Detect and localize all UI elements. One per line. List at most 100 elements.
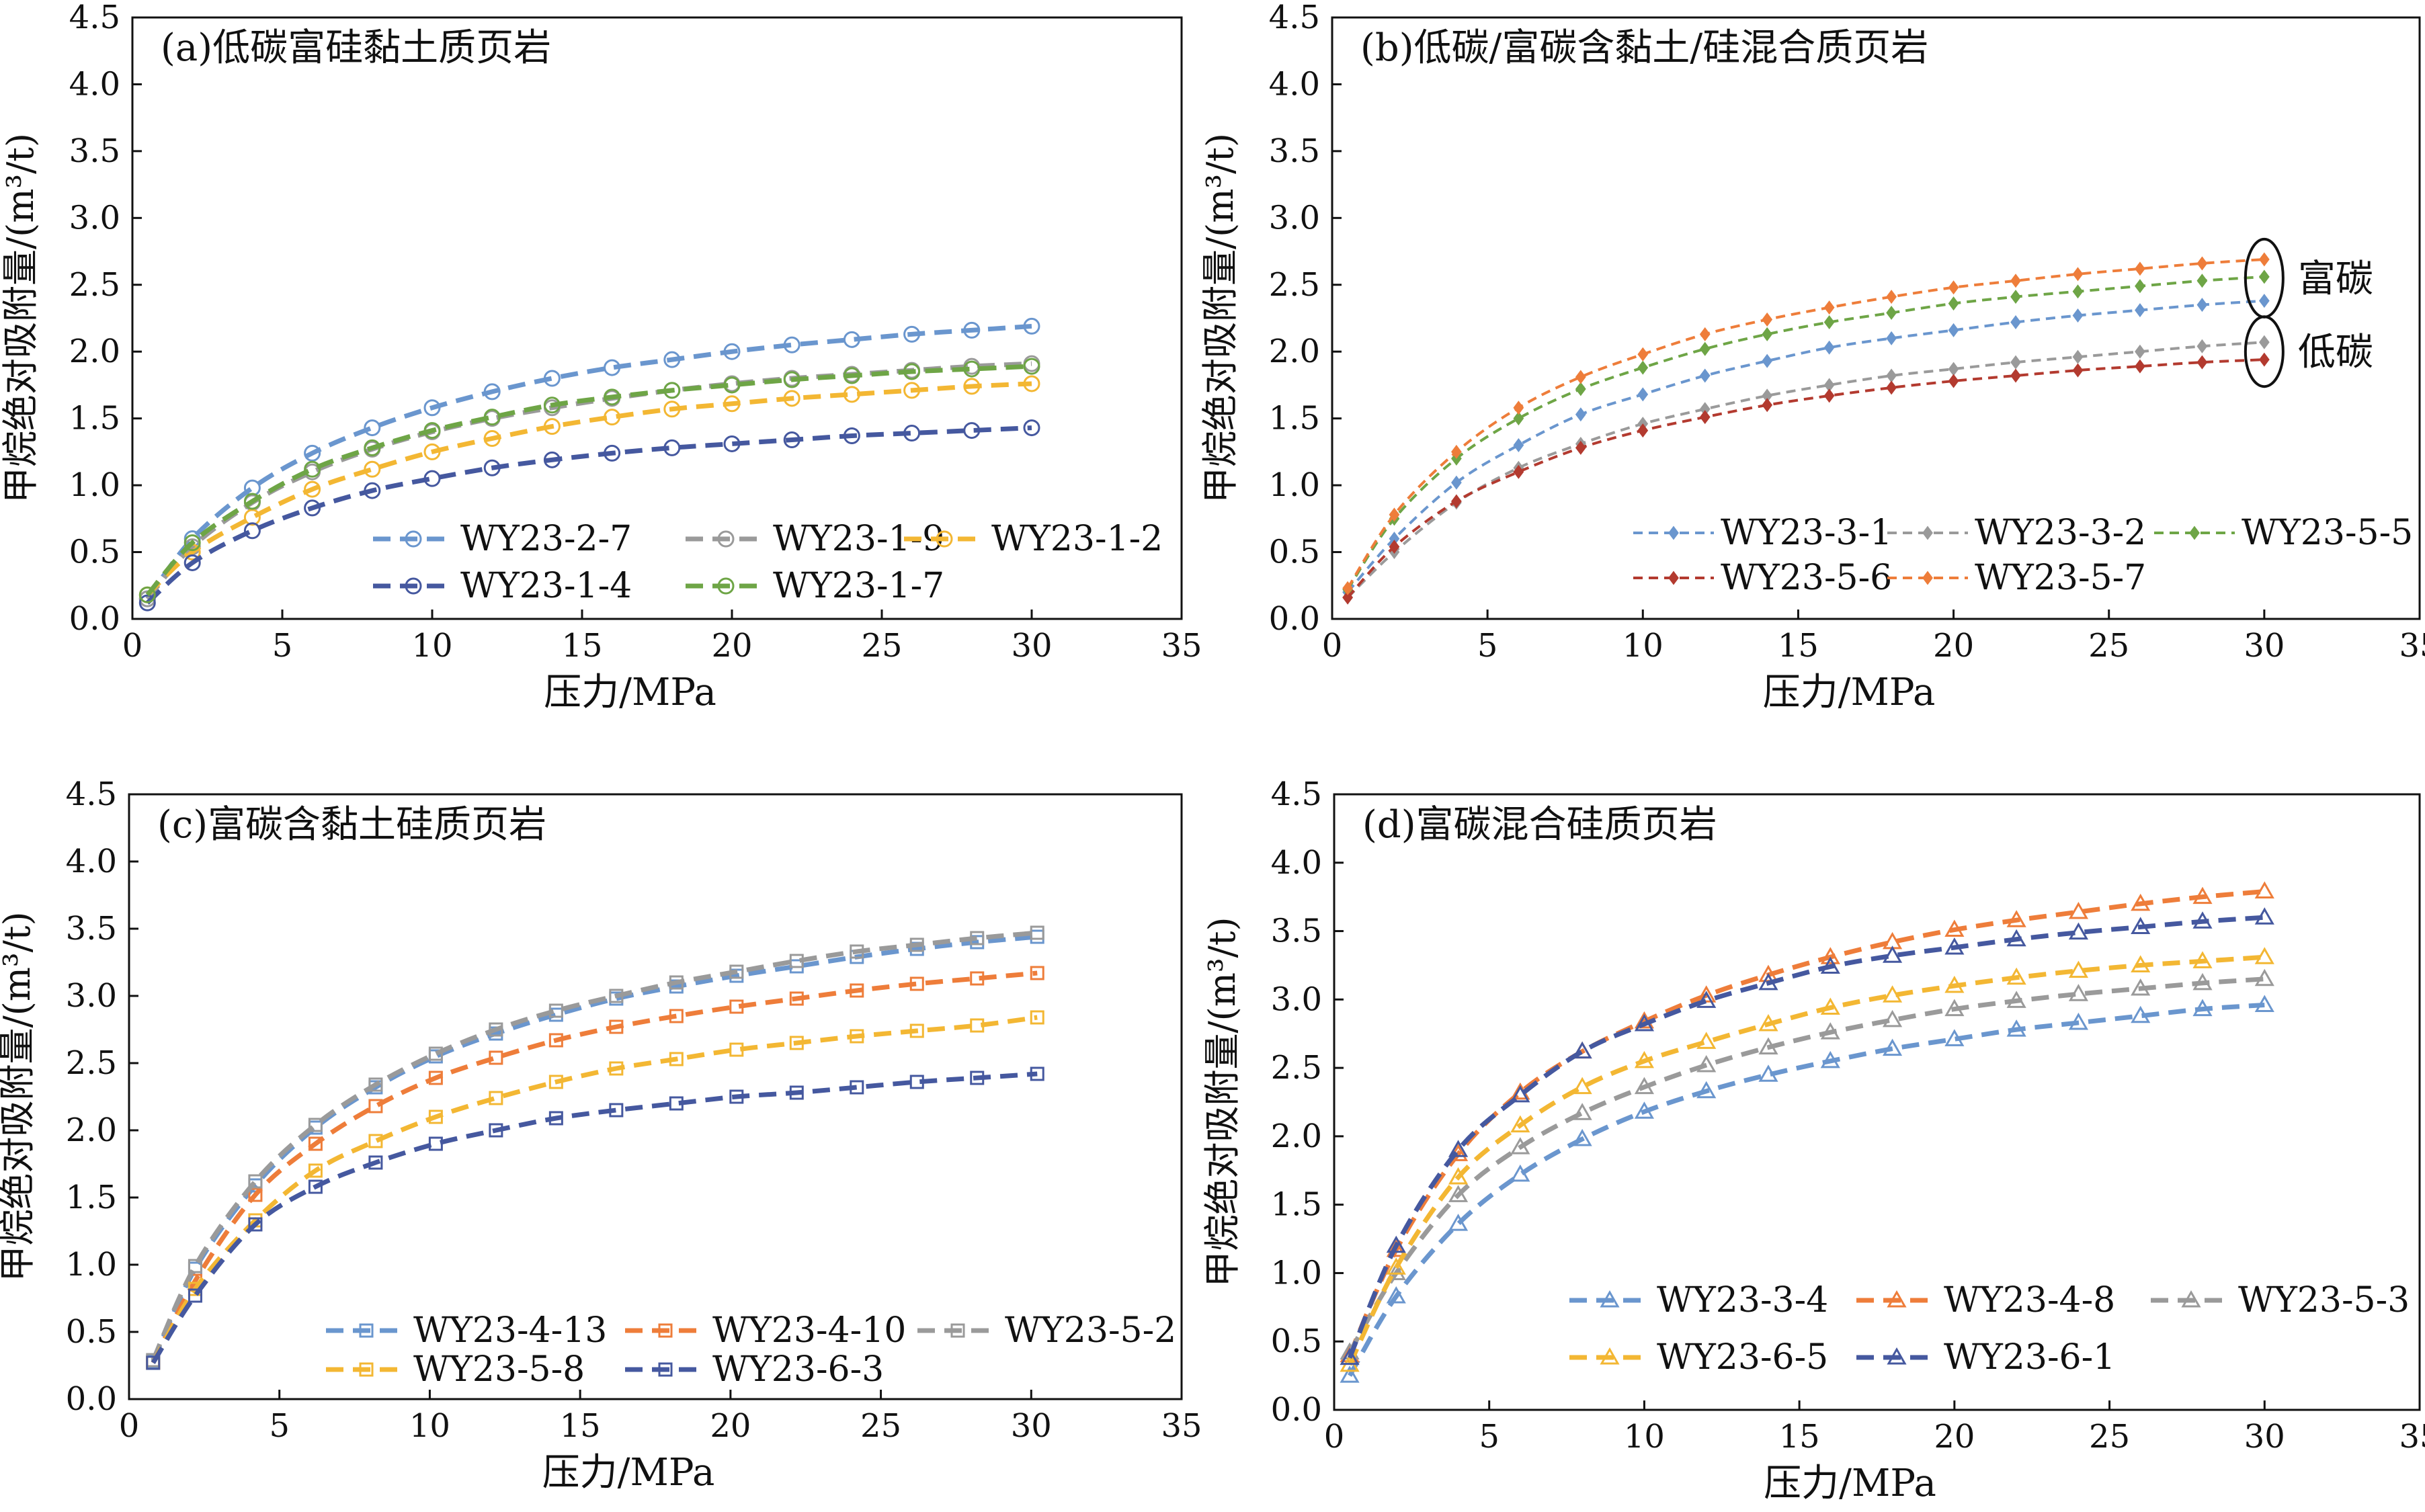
legend: WY23-3-4 WY23-4-8 WY23-5-3 WY23-6-5 WY23-6-1 <box>1569 1280 2410 1378</box>
data-point <box>669 1052 684 1066</box>
y-tick-label: 0.5 <box>69 534 120 571</box>
data-point <box>783 431 800 448</box>
legend-marker <box>1887 1290 1907 1308</box>
y-tick-label: 4.0 <box>66 843 117 880</box>
data-point <box>543 418 561 435</box>
x-tick-label: 35 <box>2399 627 2425 665</box>
x-tick-label: 35 <box>1161 627 1202 665</box>
data-point <box>1944 1029 1965 1046</box>
data-point <box>663 401 681 418</box>
data-point <box>909 937 924 952</box>
x-tick-label: 0 <box>1322 627 1343 665</box>
data-point <box>1820 956 1840 974</box>
legend-item: WY23-1-2 <box>904 519 1163 559</box>
data-point <box>1882 946 1903 963</box>
x-tick-label: 30 <box>2244 627 2285 665</box>
data-point <box>1758 972 1778 991</box>
x-tick-label: 10 <box>1624 1418 1665 1456</box>
legend-marker <box>359 1362 374 1377</box>
data-point <box>548 1033 563 1048</box>
data-point <box>1699 410 1711 425</box>
legend-marker <box>1668 526 1679 540</box>
data-point <box>243 522 261 540</box>
series-line <box>1346 257 2264 589</box>
data-point <box>248 1174 263 1189</box>
y-tick-label: 1.0 <box>1269 466 1320 504</box>
data-point <box>1886 290 1897 304</box>
data-point <box>183 554 201 571</box>
data-point <box>489 1022 503 1037</box>
legend-marker <box>1600 1347 1620 1365</box>
data-point <box>1758 1013 1778 1032</box>
x-tick-label: 15 <box>560 1407 601 1445</box>
data-point <box>2006 929 2026 947</box>
x-tick-label: 5 <box>269 1407 290 1445</box>
data-point <box>1948 296 1959 311</box>
data-point <box>1575 370 1586 384</box>
data-point <box>188 1259 202 1273</box>
y-axis-label: 甲烷绝对吸附量/(m³/t) <box>0 911 38 1282</box>
legend-item: WY23-4-10 <box>625 1310 906 1351</box>
data-point <box>1637 360 1649 375</box>
data-point <box>789 991 804 1006</box>
legend-label: WY23-3-2 <box>1975 513 2146 553</box>
data-point <box>789 954 804 968</box>
legend-label: WY23-2-7 <box>460 519 632 559</box>
data-point <box>243 493 261 510</box>
legend-item: WY23-6-3 <box>625 1349 884 1390</box>
series-WY23-5-5 <box>1342 269 2270 597</box>
data-point <box>2196 298 2208 312</box>
data-point <box>1944 999 1965 1017</box>
data-point <box>1634 1050 1655 1068</box>
legend-marker <box>405 577 422 595</box>
series-WY23-5-2 <box>146 925 1044 1368</box>
data-point <box>1510 1115 1530 1133</box>
y-tick-label: 1.0 <box>66 1246 117 1284</box>
data-point <box>1820 1050 1840 1068</box>
data-point <box>609 1061 624 1076</box>
data-point <box>729 999 744 1014</box>
data-point <box>423 470 441 487</box>
data-point <box>2196 339 2208 353</box>
data-point <box>1699 327 1711 341</box>
series-WY23-3-4 <box>1340 995 2274 1383</box>
y-axis-label: 甲烷绝对吸附量/(m³/t) <box>1201 917 1243 1287</box>
legend-marker <box>2189 526 2200 540</box>
series-WY23-5-7 <box>1342 252 2270 595</box>
data-point <box>850 983 864 998</box>
legend-label: WY23-5-8 <box>413 1349 585 1390</box>
y-tick-label: 1.5 <box>69 400 120 437</box>
y-tick-label: 2.5 <box>1271 1049 1322 1087</box>
x-tick-label: 15 <box>561 627 602 665</box>
data-point <box>789 1036 804 1050</box>
y-tick-label: 1.0 <box>1271 1254 1322 1292</box>
data-point <box>1696 991 1717 1008</box>
data-point <box>604 359 621 376</box>
data-point <box>2258 269 2270 284</box>
series-line <box>1348 976 2265 1354</box>
data-point <box>2072 308 2084 323</box>
y-tick-label: 0.0 <box>66 1380 117 1418</box>
y-tick-label: 2.0 <box>1269 333 1320 370</box>
legend-marker <box>717 530 735 548</box>
data-point <box>1513 464 1524 479</box>
data-point <box>2010 355 2021 370</box>
data-point <box>850 1029 864 1044</box>
data-point <box>1758 1037 1778 1055</box>
data-point <box>729 1042 744 1057</box>
data-point <box>783 390 800 407</box>
data-point <box>1575 382 1586 396</box>
y-tick-label: 1.5 <box>66 1179 117 1216</box>
data-point <box>368 1099 383 1114</box>
data-point <box>483 459 501 476</box>
data-point <box>1510 1085 1530 1103</box>
data-point <box>1451 475 1462 490</box>
x-tick-label: 30 <box>1011 1407 1052 1445</box>
legend-item: WY23-5-6 <box>1633 558 1892 598</box>
data-point <box>963 321 981 339</box>
data-point <box>783 336 800 353</box>
data-point <box>1634 1101 1655 1119</box>
y-tick-label: 4.5 <box>1271 775 1322 813</box>
data-point <box>1823 388 1835 403</box>
data-point <box>1510 1137 1530 1154</box>
